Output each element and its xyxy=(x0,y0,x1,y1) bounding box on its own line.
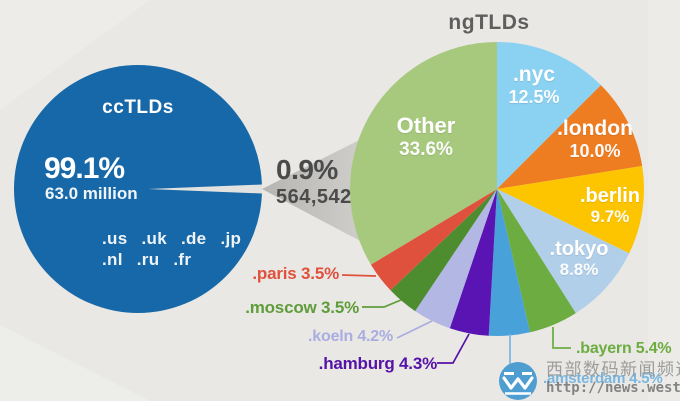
pie-label-other: Other 33.6% xyxy=(396,113,456,160)
ngtld-pie xyxy=(349,41,645,337)
pie-label-hamburg: .hamburg 4.3% xyxy=(318,354,438,373)
pie-slice-paris xyxy=(370,189,497,291)
pie-label-other-value: 33.6% xyxy=(399,138,453,160)
pie-label-london-name: .london xyxy=(557,117,633,140)
pie-callout-lines xyxy=(341,274,571,369)
cctld-circle xyxy=(14,65,262,313)
pie-label-berlin-value: 9.7% xyxy=(590,207,630,227)
callout-line-hamburg xyxy=(437,333,470,364)
pie-label-berlin-name: .berlin xyxy=(579,185,641,207)
pie-slice-moscow xyxy=(390,189,497,312)
pie-slice-tokyo xyxy=(497,189,630,314)
cctld-title: ccTLDs xyxy=(102,97,174,118)
pie-label-tokyo-name: .tokyo xyxy=(549,238,609,260)
cctld-sliver xyxy=(148,184,262,194)
pie-label-nyc-value: 12.5% xyxy=(508,86,560,107)
pie-label-other-name: Other xyxy=(396,113,456,138)
callout-line-paris xyxy=(341,274,377,277)
pie-label-london: .london 10.0% xyxy=(557,117,633,161)
pie-slice-amsterdam xyxy=(488,189,530,337)
pie-slice-koeln xyxy=(415,189,497,329)
pie-label-paris: .paris 3.5% xyxy=(252,264,339,283)
pie-slice-nyc xyxy=(497,42,601,189)
callout-line-bayern xyxy=(552,327,571,349)
pie-label-tokyo-value: 8.8% xyxy=(559,260,599,280)
watermark-url: http://news.west.cn xyxy=(546,380,680,396)
pie-slice-berlin xyxy=(497,166,645,254)
cctld-total-value: 63.0 million xyxy=(45,184,138,203)
pie-slice-hamburg xyxy=(449,189,497,336)
pie-label-moscow: .moscow 3.5% xyxy=(245,298,359,317)
pie-label-amsterdam: .amsterdam 4.5% xyxy=(543,370,663,387)
west-w-logo-icon xyxy=(499,362,537,400)
ngtld-total-value: 564,542 xyxy=(276,186,352,208)
pie-slice-other xyxy=(349,41,497,265)
pie-label-london-value: 10.0% xyxy=(569,140,621,161)
callout-line-koeln xyxy=(396,320,433,339)
pie-label-berlin: .berlin 9.7% xyxy=(580,185,640,226)
cctld-examples-line2: .nl .ru .fr xyxy=(102,250,192,269)
watermark-site-name: 西部数码新闻频道 xyxy=(546,360,680,379)
pie-slice-london xyxy=(497,85,643,189)
cctld-share-value: 99.1% xyxy=(44,152,125,185)
pie-label-nyc-name: .nyc xyxy=(512,63,556,86)
pie-label-nyc: .nyc 12.5% xyxy=(508,63,559,107)
pie-label-tokyo: .tokyo 8.8% xyxy=(550,238,609,279)
ngtld-share-value: 0.9% xyxy=(276,154,338,185)
pie-label-koeln: .koeln 4.2% xyxy=(308,328,393,345)
watermark: 西部数码新闻频道 http://news.west.cn xyxy=(497,360,680,401)
cctld-examples-line1: .us .uk .de .jp xyxy=(102,229,242,248)
ngtld-pie-title: ngTLDs xyxy=(448,11,530,34)
pie-slice-bayern xyxy=(497,189,576,333)
callout-line-moscow xyxy=(362,299,402,308)
pie-label-bayern: .bayern 5.4% xyxy=(576,340,672,357)
